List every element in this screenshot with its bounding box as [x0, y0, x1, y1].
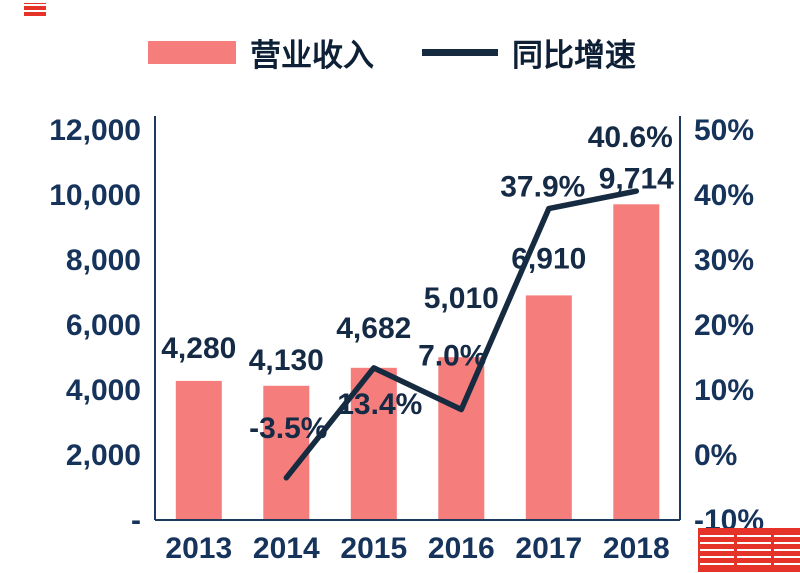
legend-bar-label: 营业收入 [250, 38, 374, 73]
bar-2018 [613, 204, 660, 521]
x-axis-tick: 2014 [253, 532, 320, 565]
watermark [698, 528, 800, 572]
watermark-glyph [772, 528, 800, 572]
growth-value-label: 37.9% [500, 171, 585, 204]
bar-value-label: 4,682 [336, 312, 411, 345]
bar-value-label: 4,280 [161, 332, 236, 365]
watermark-glyph [735, 528, 773, 572]
bar-2014 [263, 385, 310, 520]
legend: 营业收入 同比增速 [148, 30, 636, 75]
bar-value-label: 9,714 [599, 162, 674, 195]
left-axis-tick: - [131, 504, 141, 537]
x-axis-tick: 2016 [428, 532, 495, 565]
x-axis-tick: 2015 [340, 532, 407, 565]
left-axis-tick: 6,000 [66, 309, 141, 342]
bar-2013 [175, 380, 222, 520]
right-axis-tick: 0% [694, 439, 737, 472]
bar-2015 [350, 367, 397, 520]
watermark-glyph [698, 528, 736, 572]
legend-line-label: 同比增速 [512, 38, 636, 73]
left-axis-tick: 4,000 [66, 374, 141, 407]
growth-value-label: 40.6% [588, 121, 673, 154]
legend-line-swatch [422, 49, 498, 56]
left-axis-tick: 8,000 [66, 244, 141, 277]
growth-value-label: -3.5% [249, 412, 327, 445]
bar-value-label: 5,010 [424, 282, 499, 315]
x-axis-tick: 2017 [515, 532, 582, 565]
bar-value-label: 4,130 [249, 344, 324, 377]
right-axis-tick: 40% [694, 179, 754, 212]
corner-mark [24, 3, 46, 16]
x-axis-tick: 2013 [165, 532, 232, 565]
right-axis-tick: 50% [694, 114, 754, 147]
right-axis-tick: 10% [694, 374, 754, 407]
left-axis-tick: 2,000 [66, 439, 141, 472]
right-axis-tick: 30% [694, 244, 754, 277]
bar-2016 [438, 357, 485, 520]
right-axis-tick: 20% [694, 309, 754, 342]
left-axis-tick: 12,000 [49, 114, 141, 147]
left-axis-tick: 10,000 [49, 179, 141, 212]
bar-2017 [525, 295, 572, 520]
x-axis-tick: 2018 [603, 532, 670, 565]
bar-value-label: 6,910 [511, 242, 586, 275]
legend-bar-swatch [148, 41, 236, 64]
growth-value-label: 7.0% [418, 340, 486, 373]
growth-line [283, 188, 640, 481]
growth-value-label: 13.4% [337, 388, 422, 421]
